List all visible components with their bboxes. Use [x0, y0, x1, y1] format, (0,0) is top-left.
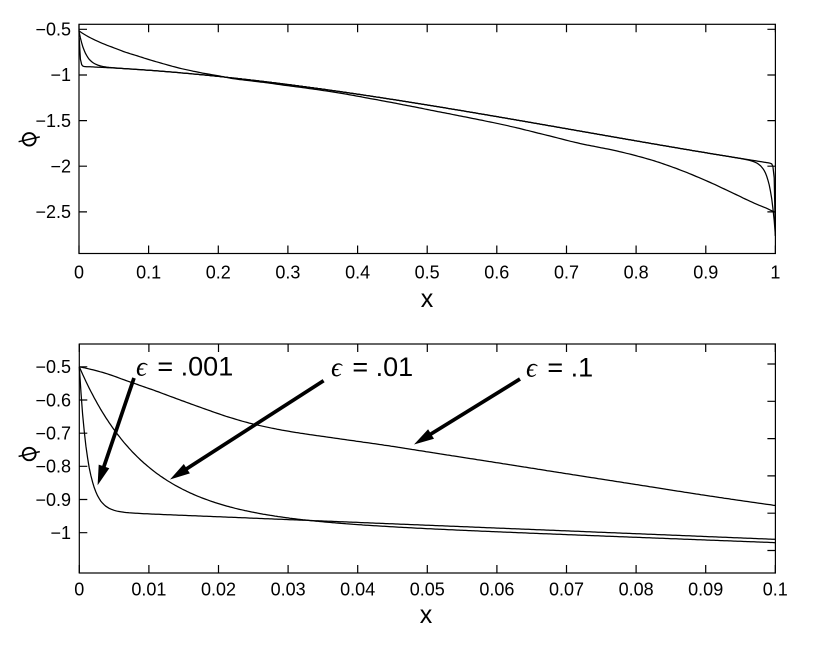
svg-text:0.04: 0.04: [340, 579, 375, 599]
svg-text:0.5: 0.5: [415, 262, 440, 282]
svg-text:x: x: [421, 285, 434, 313]
svg-text:−0.6: −0.6: [35, 390, 71, 410]
svg-text:0.02: 0.02: [201, 579, 236, 599]
svg-text:0.2: 0.2: [206, 262, 231, 282]
svg-text:−1: −1: [50, 65, 71, 85]
svg-text:0: 0: [74, 579, 84, 599]
svg-text:0.7: 0.7: [554, 262, 579, 282]
svg-text:0.07: 0.07: [549, 579, 584, 599]
svg-text:−0.7: −0.7: [35, 424, 71, 444]
svg-text:−1: −1: [50, 523, 71, 543]
svg-text:−2: −2: [50, 157, 71, 177]
svg-text:0.1: 0.1: [763, 579, 788, 599]
svg-text:0.3: 0.3: [275, 262, 300, 282]
svg-text:−2.5: −2.5: [35, 202, 71, 222]
svg-text:0.06: 0.06: [479, 579, 514, 599]
svg-text:−0.5: −0.5: [35, 357, 71, 377]
svg-text:ϵ = .01: ϵ = .01: [331, 352, 413, 382]
svg-text:0.03: 0.03: [271, 579, 306, 599]
svg-text:1: 1: [770, 262, 780, 282]
svg-text:−0.8: −0.8: [35, 457, 71, 477]
svg-text:x: x: [420, 601, 433, 629]
svg-text:0.09: 0.09: [688, 579, 723, 599]
svg-text:0.9: 0.9: [693, 262, 718, 282]
svg-text:0.6: 0.6: [484, 262, 509, 282]
svg-text:−0.5: −0.5: [35, 20, 71, 40]
svg-text:0.08: 0.08: [619, 579, 654, 599]
svg-text:0.8: 0.8: [624, 262, 649, 282]
svg-text:0.01: 0.01: [131, 579, 166, 599]
svg-text:ϵ = .1: ϵ = .1: [526, 353, 593, 383]
svg-text:0.1: 0.1: [136, 262, 161, 282]
svg-text:0.4: 0.4: [345, 262, 370, 282]
svg-text:−1.5: −1.5: [35, 111, 71, 131]
svg-text:0.05: 0.05: [410, 579, 445, 599]
svg-text:0: 0: [74, 262, 84, 282]
svg-text:−0.9: −0.9: [35, 490, 71, 510]
svg-text:ϵ = .001: ϵ = .001: [136, 352, 233, 382]
